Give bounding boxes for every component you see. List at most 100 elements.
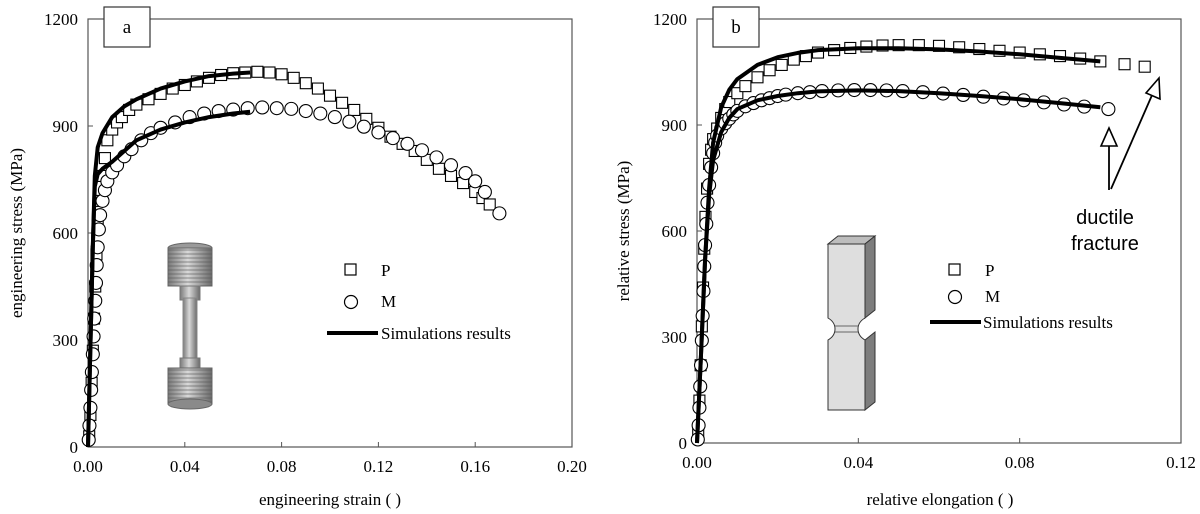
simulation-curve <box>695 88 1101 444</box>
data-point-m <box>255 100 270 115</box>
legend: P M Simulations results <box>930 261 1113 332</box>
data-point-m <box>414 143 430 158</box>
data-point-m <box>429 150 444 165</box>
x-tick-label: 0.12 <box>1166 453 1196 472</box>
annotation-text: ductile fracture <box>1071 207 1139 255</box>
data-point-p <box>275 68 288 81</box>
x-tick-labels: 0.00 0.04 0.08 0.12 0.16 0.20 <box>73 442 587 476</box>
legend-label-p: P <box>985 261 994 280</box>
x-tick-label: 0.20 <box>557 457 587 476</box>
y-axis-title: engineering stress (MPa) <box>7 148 26 318</box>
y-axis-title: relative stress (MPa) <box>614 161 633 302</box>
panel-tag: a <box>103 6 151 48</box>
data-point-p <box>973 42 986 56</box>
x-tick-label: 0.08 <box>1005 453 1035 472</box>
data-point-p <box>115 111 128 124</box>
annotation-arrow-diagonal <box>1110 85 1157 190</box>
y-tick-label: 900 <box>53 117 79 136</box>
data-point-m <box>400 136 415 151</box>
y-tick-label: 0 <box>679 434 688 453</box>
simulation-curve <box>86 109 251 448</box>
data-point-p <box>311 82 324 95</box>
y-tick-label: 300 <box>53 331 79 350</box>
legend-marker-circle <box>343 294 359 310</box>
panel-tag-box <box>712 6 760 48</box>
data-point-p <box>731 87 744 100</box>
panel-tag-label: a <box>123 17 132 38</box>
legend-label-m: M <box>985 287 1000 306</box>
y-tick-label: 1200 <box>653 10 687 29</box>
y-tick-label: 0 <box>70 438 79 457</box>
data-point-m <box>284 101 299 116</box>
data-point-m <box>313 106 328 121</box>
y-tick-label: 600 <box>662 222 688 241</box>
plot-area-frame <box>696 18 1182 444</box>
x-tick-label: 0.08 <box>267 457 297 476</box>
data-point-p <box>263 66 276 79</box>
specimen-illustration <box>167 242 213 410</box>
x-axis-title: engineering strain ( ) <box>259 490 401 509</box>
x-axis-title: relative elongation ( ) <box>867 490 1014 509</box>
data-point-m <box>298 103 313 119</box>
data-point-p <box>751 71 764 84</box>
x-tick-label: 0.12 <box>364 457 394 476</box>
y-tick-label: 900 <box>662 116 688 135</box>
data-point-p <box>876 39 889 52</box>
data-point-p <box>98 152 111 165</box>
legend-marker-square <box>344 263 357 276</box>
annotation-line: ductile <box>1076 207 1134 229</box>
data-point-p <box>323 89 337 102</box>
panel-tag-label: b <box>731 17 741 38</box>
data-point-m <box>269 101 284 116</box>
data-point-p <box>483 198 496 211</box>
legend: P M Simulations results <box>327 261 511 343</box>
data-point-m <box>356 119 371 134</box>
data-point-p <box>432 162 445 175</box>
data-point-m <box>443 158 459 173</box>
legend-label-p: P <box>381 261 390 280</box>
data-point-p <box>287 71 300 84</box>
legend-label-simulations: Simulations results <box>983 313 1113 332</box>
data-point-p <box>775 58 788 71</box>
plot-area-frame <box>87 18 573 448</box>
y-tick-labels: 0 300 600 900 1200 <box>44 10 93 457</box>
y-tick-label: 300 <box>662 328 688 347</box>
data-point-p <box>892 39 905 52</box>
data-point-p <box>336 96 349 109</box>
data-point-p <box>251 65 264 78</box>
legend-label-simulations: Simulations results <box>381 324 511 343</box>
data-point-p <box>1138 60 1151 73</box>
data-point-p <box>348 103 361 116</box>
x-tick-label: 0.04 <box>843 453 873 472</box>
data-point-m <box>468 174 483 189</box>
y-tick-label: 1200 <box>44 10 78 29</box>
x-tick-label: 0.00 <box>73 457 103 476</box>
data-point-m <box>327 110 342 125</box>
legend-marker-square <box>948 263 961 276</box>
panel-tag: b <box>712 6 760 48</box>
x-tick-label: 0.00 <box>682 453 712 472</box>
data-point-m <box>1101 102 1116 117</box>
ductile-fracture-annotation: ductile fracture <box>1071 75 1161 255</box>
panel-tag-box <box>103 6 151 48</box>
data-point-p <box>299 77 312 90</box>
annotation-line: fracture <box>1071 233 1139 255</box>
data-marks <box>81 65 507 448</box>
panel-a: a 0.00 0.04 0.08 0.12 0.16 0.20 0 300 600 900 120… <box>7 6 587 509</box>
data-marks <box>690 39 1151 447</box>
legend-marker-circle <box>947 289 963 305</box>
data-point-m <box>385 131 400 146</box>
data-point-p <box>739 80 752 93</box>
data-point-p <box>763 64 776 77</box>
x-tick-labels: 0.00 0.04 0.08 0.12 <box>682 438 1196 472</box>
legend-label-m: M <box>381 292 396 311</box>
data-point-m <box>371 125 386 140</box>
data-point-p <box>953 41 966 54</box>
data-point-p <box>1118 58 1131 71</box>
x-tick-label: 0.04 <box>170 457 200 476</box>
x-tick-label: 0.16 <box>460 457 490 476</box>
data-point-m <box>458 166 473 181</box>
y-tick-label: 600 <box>53 224 79 243</box>
panel-b: b 0.00 0.04 0.08 0.12 0 300 600 900 1200 relati… <box>614 6 1196 509</box>
